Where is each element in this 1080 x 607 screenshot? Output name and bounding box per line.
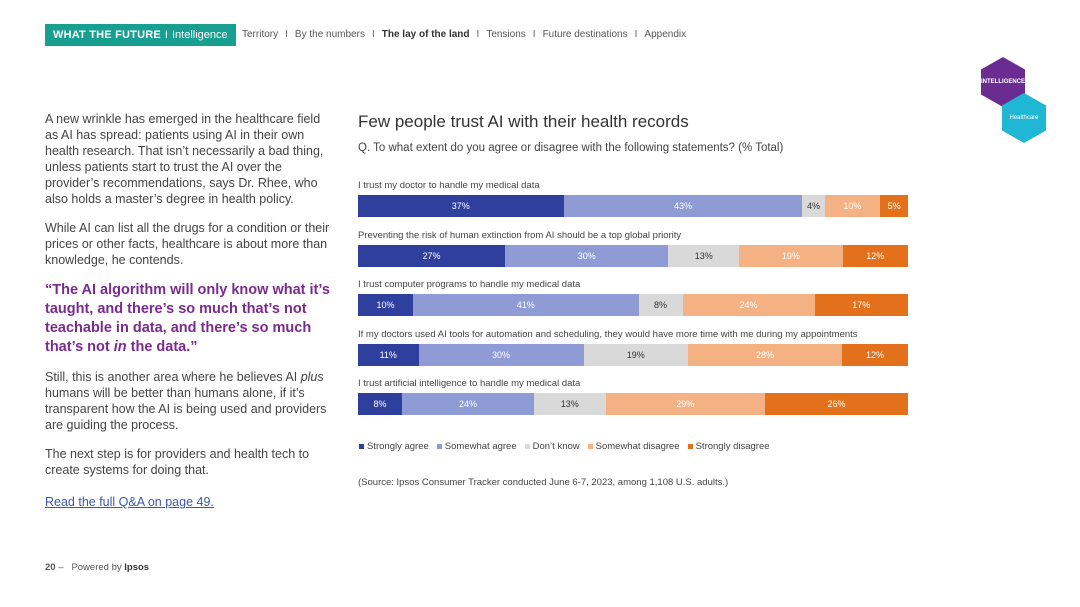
legend-label: Strongly agree: [367, 441, 429, 452]
page-footer: 20 – Powered by Ipsos: [45, 562, 149, 573]
legend-entry: Strongly disagree: [687, 441, 770, 452]
page-number: 20: [45, 562, 56, 573]
legend-label: Don’t know: [532, 441, 580, 452]
bar-segment-somewhat-disagree: 24%: [682, 294, 815, 316]
bar-segment-somewhat-agree: 30%: [505, 244, 669, 267]
pull-quote: “The AI algorithm will only know what it…: [45, 281, 335, 357]
healthcare-badge-label: Healthcare: [1009, 115, 1039, 121]
company-name: Ipsos: [124, 562, 150, 573]
bar-row: 8% 24% 13% 29% 26%: [358, 393, 908, 415]
legend-entry: Don’t know: [524, 441, 580, 452]
bar-segment-strongly-disagree: 17%: [814, 294, 908, 316]
bar-segment-strongly-disagree: 12%: [842, 343, 908, 366]
bar-segment-don-t-know: 8%: [638, 294, 683, 316]
nav-item-territory[interactable]: Territory: [242, 29, 279, 40]
legend-swatch: [436, 444, 442, 449]
pull-quote-emphasis: in: [113, 339, 127, 355]
nav-item-the-lay-of-the-land[interactable]: The lay of the land: [381, 29, 470, 40]
legend-entry: Strongly agree: [359, 441, 429, 452]
nav-item-future-destinations[interactable]: Future destinations: [542, 29, 628, 40]
intelligence-badge-label: INTELLIGENCE: [981, 79, 1026, 85]
statement-label: Preventing the risk of human extinction …: [358, 229, 682, 241]
bar-row: 10% 41% 8% 24% 17%: [358, 294, 908, 316]
chart-source: (Source: Ipsos Consumer Tracker conducte…: [358, 477, 729, 488]
footer-dash: –: [58, 562, 64, 573]
pull-quote-part-b: the data.”: [126, 339, 198, 355]
chart-question: Q. To what extent do you agree or disagr…: [358, 142, 784, 154]
bar-segment-strongly-agree: 8%: [358, 393, 402, 415]
legend-swatch: [587, 444, 593, 449]
legend-entry: Somewhat agree: [436, 441, 517, 452]
bar-segment-strongly-disagree: 26%: [765, 393, 908, 415]
bar-segment-somewhat-disagree: 28%: [688, 343, 842, 366]
chart-title: Few people trust AI with their health re…: [358, 112, 689, 131]
paragraph-next-step: The next step is for providers and healt…: [45, 447, 310, 477]
statement-label: I trust artificial intelligence to handl…: [358, 378, 581, 389]
bar-segment-somewhat-agree: 24%: [402, 393, 534, 415]
bar-segment-don-t-know: 13%: [668, 244, 740, 267]
bar-segment-somewhat-disagree: 29%: [605, 393, 765, 415]
nav-divider: I: [634, 29, 638, 40]
bar-segment-strongly-agree: 10%: [358, 294, 413, 316]
brand-logo[interactable]: WHAT THE FUTURE I Intelligence: [45, 24, 236, 46]
bar-segment-somewhat-agree: 30%: [418, 343, 584, 366]
bar-segment-strongly-agree: 11%: [358, 343, 419, 366]
legend-swatch: [687, 444, 693, 449]
paragraph-emphasis: plus: [300, 370, 324, 384]
bar-segment-somewhat-agree: 43%: [563, 195, 803, 217]
bar-segment-strongly-agree: 27%: [358, 244, 506, 267]
paragraph-part-a: Still, this is another area where he bel…: [45, 370, 301, 384]
article-text-column: A new wrinkle has emerged in the healthc…: [45, 111, 335, 511]
bar-segment-somewhat-agree: 41%: [413, 294, 639, 316]
bar-row: 27% 30% 13% 19% 12%: [358, 244, 908, 267]
bar-segment-strongly-agree: 37%: [358, 195, 564, 217]
nav-divider: I: [285, 29, 288, 40]
legend-swatch: [359, 444, 364, 449]
pull-quote-part-a: “The AI algorithm will only know what it…: [45, 282, 330, 355]
nav-divider: I: [371, 29, 375, 40]
top-navigation: Territory I By the numbers I The lay of the …: [242, 29, 686, 40]
paragraph-intro: A new wrinkle has emerged in the healthc…: [45, 112, 324, 206]
nav-item-by-the-numbers[interactable]: By the numbers: [294, 29, 365, 40]
statement-label: I trust computer programs to handle my m…: [358, 279, 581, 290]
brand-separator: I: [164, 29, 168, 41]
bar-segment-strongly-disagree: 12%: [842, 244, 908, 267]
bar-segment-don-t-know: 19%: [583, 343, 688, 366]
bar-segment-don-t-know: 4%: [802, 195, 825, 217]
nav-divider: I: [476, 29, 480, 40]
nav-divider: I: [532, 29, 536, 40]
bar-segment-somewhat-disagree: 19%: [739, 244, 843, 267]
paragraph-knowledge: While AI can list all the drugs for a co…: [45, 221, 330, 267]
bar-segment-strongly-disagree: 5%: [880, 195, 908, 217]
statement-label: If my doctors used AI tools for automati…: [358, 328, 858, 340]
chart-legend: Strongly agree Somewhat agree Don’t know So…: [359, 441, 778, 452]
bar-segment-somewhat-disagree: 10%: [824, 195, 881, 217]
brand-subtitle: Intelligence: [171, 29, 228, 41]
statement-label: I trust my doctor to handle my medical d…: [358, 180, 540, 191]
legend-label: Somewhat agree: [444, 441, 517, 452]
legend-label: Strongly disagree: [695, 441, 770, 452]
legend-entry: Somewhat disagree: [587, 441, 680, 452]
bar-segment-don-t-know: 13%: [534, 393, 606, 415]
bar-row: 37% 43% 4% 10% 5%: [358, 195, 908, 217]
brand-name: WHAT THE FUTURE: [53, 29, 161, 41]
bar-row: 11% 30% 19% 28% 12%: [358, 343, 908, 366]
paragraph-part-b: humans will be better than humans alone,…: [45, 386, 327, 432]
paragraph-ai-plus-humans: Still, this is another area where he bel…: [45, 369, 335, 433]
nav-item-appendix[interactable]: Appendix: [644, 29, 687, 40]
powered-by-label: Powered by: [71, 562, 122, 573]
legend-swatch: [524, 444, 530, 449]
full-qa-link[interactable]: Read the full Q&A on page 49.: [45, 495, 214, 509]
legend-label: Somewhat disagree: [595, 441, 680, 452]
nav-item-tensions[interactable]: Tensions: [486, 29, 526, 40]
